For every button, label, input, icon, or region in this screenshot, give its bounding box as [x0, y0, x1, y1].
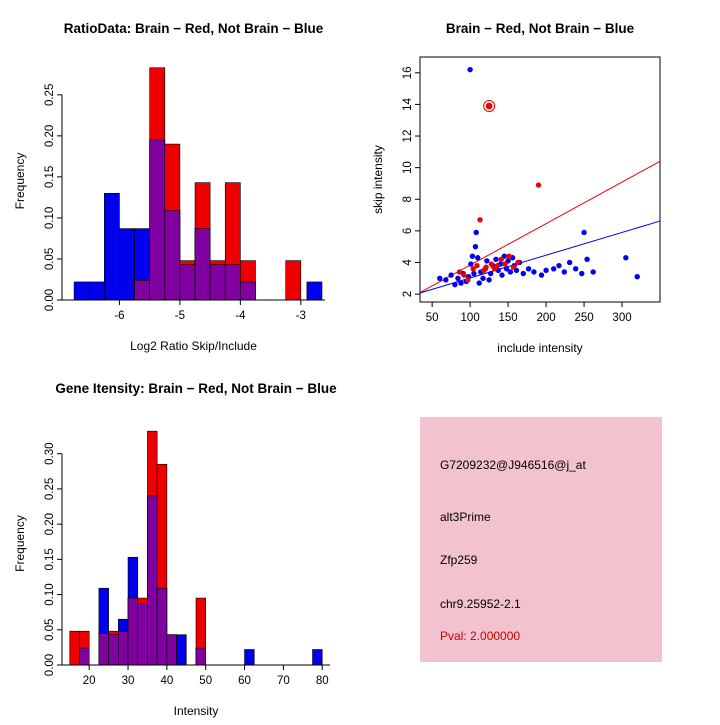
- svg-text:60: 60: [238, 675, 251, 687]
- svg-text:Frequency: Frequency: [13, 515, 27, 572]
- svg-text:4: 4: [402, 259, 414, 266]
- svg-text:14: 14: [402, 97, 414, 110]
- svg-text:80: 80: [316, 675, 329, 687]
- svg-text:0.05: 0.05: [44, 619, 56, 641]
- svg-text:6: 6: [402, 228, 414, 234]
- svg-text:0.10: 0.10: [44, 207, 56, 229]
- svg-text:0.30: 0.30: [44, 443, 56, 465]
- svg-text:0.15: 0.15: [44, 166, 56, 188]
- svg-text:0.25: 0.25: [44, 84, 56, 106]
- svg-text:Intensity: Intensity: [174, 704, 219, 718]
- pval-text: Pval: 2.000000: [440, 629, 521, 643]
- intensity-scatter-chart: Brain − Red, Not Brain − Blue 50 100 150 200…: [371, 21, 661, 355]
- gene-intensity-histogram-panel: Gene Itensity: Brain − Red, Not Brain − …: [0, 360, 360, 720]
- gene-intensity-histogram-chart: Gene Itensity: Brain − Red, Not Brain − …: [13, 381, 337, 718]
- svg-text:16: 16: [402, 66, 414, 79]
- svg-text:50: 50: [199, 675, 212, 687]
- svg-text:0.00: 0.00: [44, 654, 56, 676]
- svg-text:0.10: 0.10: [44, 583, 56, 605]
- svg-text:Log2 Ratio Skip/Include: Log2 Ratio Skip/Include: [130, 339, 257, 353]
- svg-text:0.05: 0.05: [44, 248, 56, 270]
- svg-text:-4: -4: [235, 310, 246, 322]
- svg-text:12: 12: [402, 130, 414, 143]
- svg-text:Frequency: Frequency: [13, 153, 27, 210]
- svg-text:0.25: 0.25: [44, 478, 56, 500]
- gene-name-text: Zfp259: [440, 553, 478, 567]
- svg-text:-6: -6: [114, 310, 124, 322]
- svg-text:RatioData: Brain − Red, Not Br: RatioData: Brain − Red, Not Brain − Blue: [64, 21, 324, 36]
- splice-type-text: alt3Prime: [440, 510, 491, 524]
- svg-text:skip intensity: skip intensity: [371, 145, 385, 214]
- svg-text:0.20: 0.20: [44, 513, 56, 535]
- ratio-histogram-chart: RatioData: Brain − Red, Not Brain − Blue…: [13, 21, 325, 353]
- svg-text:50: 50: [426, 312, 439, 324]
- svg-text:20: 20: [83, 675, 96, 687]
- svg-text:-5: -5: [175, 310, 185, 322]
- svg-text:10: 10: [402, 161, 414, 174]
- svg-text:300: 300: [612, 312, 631, 324]
- svg-text:250: 250: [574, 312, 593, 324]
- gene-info-box: G7209232@J946516@j_at alt3Prime Zfp259 c…: [420, 417, 662, 662]
- svg-text:200: 200: [536, 312, 555, 324]
- svg-text:0.20: 0.20: [44, 125, 56, 147]
- svg-text:30: 30: [122, 675, 135, 687]
- svg-text:Brain − Red, Not Brain − Blue: Brain − Red, Not Brain − Blue: [446, 21, 635, 36]
- gene-info-panel: G7209232@J946516@j_at alt3Prime Zfp259 c…: [360, 360, 720, 720]
- svg-text:0.15: 0.15: [44, 548, 56, 570]
- svg-text:Gene Itensity: Brain − Red, No: Gene Itensity: Brain − Red, Not Brain − …: [55, 381, 337, 396]
- probe-id-text: G7209232@J946516@j_at: [440, 458, 586, 472]
- ratio-histogram-panel: RatioData: Brain − Red, Not Brain − Blue…: [0, 0, 360, 360]
- svg-text:40: 40: [160, 675, 173, 687]
- intensity-scatter-panel: Brain − Red, Not Brain − Blue 50 100 150 200…: [360, 0, 720, 360]
- svg-text:include intensity: include intensity: [497, 341, 582, 355]
- svg-text:-3: -3: [296, 310, 306, 322]
- svg-text:100: 100: [461, 312, 480, 324]
- svg-text:0.00: 0.00: [44, 289, 56, 311]
- svg-text:2: 2: [402, 291, 414, 297]
- svg-text:8: 8: [402, 196, 414, 202]
- svg-text:70: 70: [277, 675, 290, 687]
- svg-text:150: 150: [499, 312, 518, 324]
- genomic-location-text: chr9.25952-2.1: [440, 597, 521, 611]
